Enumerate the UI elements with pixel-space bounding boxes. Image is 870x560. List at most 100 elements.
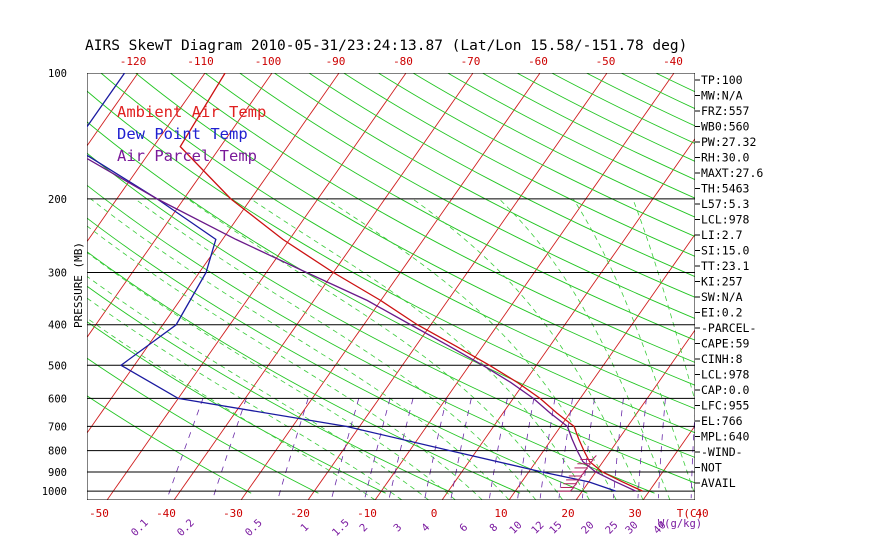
index-value: CINH:8 xyxy=(701,352,743,366)
pressure-tick-label: 200 xyxy=(48,194,67,206)
index-value: KI:257 xyxy=(701,275,743,289)
mixing-ratio-tick-label: 20 xyxy=(579,519,596,536)
mixing-ratio-tick-label: 0.2 xyxy=(175,517,197,539)
dry-adiabat-line xyxy=(87,251,521,494)
pressure-tick-label: 100 xyxy=(48,68,67,80)
moist-adiabat-line xyxy=(87,317,376,500)
mixing-ratio-line xyxy=(489,398,508,499)
mixing-ratio-line xyxy=(558,398,573,499)
dry-adiabat-line xyxy=(87,184,655,494)
mixing-ratio-line xyxy=(166,398,204,499)
dry-adiabat-line xyxy=(516,73,695,162)
bottom-temp-tick-label: -50 xyxy=(89,507,109,520)
mixing-ratio-line xyxy=(212,398,247,499)
wind-barb-flag xyxy=(569,486,575,492)
pressure-tick-label: 1000 xyxy=(42,486,67,498)
series-line-ambient-air-temp xyxy=(179,73,643,492)
mixing-ratio-line xyxy=(657,398,666,499)
moist-adiabat-line xyxy=(187,198,564,500)
temp-unit-label: T(C) xyxy=(677,507,704,520)
index-value: L57:5.3 xyxy=(701,197,750,211)
mixing-ratio-tick-label: 1.5 xyxy=(330,517,352,539)
dry-adiabat-line xyxy=(100,73,695,410)
mixing-ratio-tick-label: 15 xyxy=(547,519,564,536)
bottom-temp-tick-label: -20 xyxy=(290,507,310,520)
dry-adiabat-line xyxy=(239,73,695,319)
mixing-ratio-tick-label: 6 xyxy=(457,521,470,534)
pressure-tick-label: 600 xyxy=(48,393,67,405)
mixing-ratio-line xyxy=(364,398,391,499)
dry-adiabat-line xyxy=(308,73,695,278)
dry-adiabat-line xyxy=(447,73,695,199)
dry-adiabat-line xyxy=(87,121,695,458)
bottom-temp-tick-label: 0 xyxy=(431,507,438,520)
wind-barb-flag xyxy=(575,479,580,485)
bottom-temp-tick-label: 40 xyxy=(695,507,708,520)
pressure-tick-label: 700 xyxy=(48,421,67,433)
dry-adiabat-line xyxy=(482,73,695,181)
isotherm-line xyxy=(844,73,870,500)
top-temp-tick-label: -80 xyxy=(393,55,413,68)
moist-adiabat-line xyxy=(326,198,617,500)
index-value: CAPE:59 xyxy=(701,337,750,351)
top-temp-tick-label: -50 xyxy=(596,55,616,68)
moist-adiabat-line xyxy=(90,198,510,500)
isotherm-line xyxy=(87,73,273,339)
mixing-ratio-tick-label: 30 xyxy=(623,519,640,536)
wind-barb-flag xyxy=(589,459,594,465)
mixing-ratio-tick-label: 10 xyxy=(507,519,524,536)
pressure-tick-label: 300 xyxy=(48,268,67,280)
legend-entry: Air Parcel Temp xyxy=(117,147,257,165)
dry-adiabat-line xyxy=(87,285,454,494)
wind-barb-flag xyxy=(572,483,578,488)
index-value: EI:0.2 xyxy=(701,306,743,320)
mixing-ratio-line xyxy=(331,398,360,499)
top-temp-tick-label: -120 xyxy=(120,55,147,68)
index-value: MAXT:27.6 xyxy=(701,166,763,180)
mixing-ratio-line xyxy=(581,398,595,499)
wind-barb-flag xyxy=(586,463,591,469)
dry-adiabat-line xyxy=(378,73,695,238)
dry-adiabat-line xyxy=(87,357,319,494)
legend: Ambient Air Temp Dew Point Temp Air Parcel… xyxy=(117,103,266,165)
isotherm-line xyxy=(508,233,695,500)
bottom-temp-tick-label: 30 xyxy=(628,507,641,520)
isotherm-line xyxy=(87,73,340,434)
pressure-tick-label: 900 xyxy=(48,467,67,479)
dry-adiabat-line xyxy=(170,73,695,363)
bottom-temp-tick-label: 20 xyxy=(561,507,574,520)
isotherm-line xyxy=(240,73,541,500)
isotherm-line xyxy=(106,73,407,500)
dry-adiabat-line xyxy=(343,73,695,257)
top-temp-tick-label: -60 xyxy=(528,55,548,68)
wind-barb-flag xyxy=(583,467,588,473)
mixing-ratio-tick-label: 8 xyxy=(487,521,500,534)
mixing-ratio-tick-label: 12 xyxy=(529,519,546,536)
bottom-temp-tick-label: -30 xyxy=(223,507,243,520)
isotherm-line xyxy=(374,73,675,500)
index-value: EL:766 xyxy=(701,414,743,428)
top-temp-tick-label: -70 xyxy=(461,55,481,68)
bottom-temp-tick-label: -40 xyxy=(156,507,176,520)
dry-adiabat-line xyxy=(87,395,252,494)
mixing-ratio-unit-label: W(g/kg) xyxy=(658,518,702,530)
dry-adiabat-line xyxy=(87,217,588,494)
dry-adiabat-line xyxy=(412,73,695,218)
moist-adiabat-line xyxy=(250,198,590,500)
wind-barb-flag xyxy=(592,455,597,460)
bottom-temp-tick-label: 10 xyxy=(494,507,507,520)
mixing-ratio-line xyxy=(277,398,309,499)
isotherm-line xyxy=(307,73,608,500)
dry-adiabat-line xyxy=(204,73,695,341)
dry-adiabat-line xyxy=(87,90,695,434)
moist-adiabat-line xyxy=(412,198,644,500)
top-temp-tick-label: -40 xyxy=(663,55,683,68)
dry-adiabat-line xyxy=(135,73,695,386)
y-axis-label: PRESSURE (MB) xyxy=(72,242,85,328)
moist-adiabat-line xyxy=(134,198,537,500)
wind-barb-flag xyxy=(580,471,586,477)
pressure-tick-label: 400 xyxy=(48,320,67,332)
index-value: MPL:640 xyxy=(701,430,750,444)
